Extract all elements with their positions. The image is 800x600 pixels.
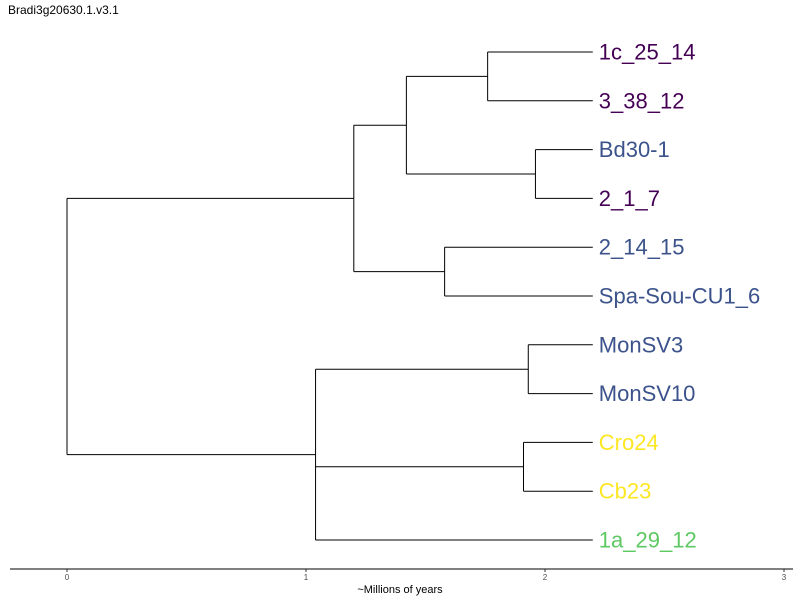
tip-label: Spa-Sou-CU1_6 <box>599 284 760 309</box>
x-axis-ticks: 0 1 2 3 <box>65 569 787 582</box>
tip-label: Cro24 <box>599 430 659 455</box>
tip-label: 2_1_7 <box>599 186 660 211</box>
tip-label: MonSV10 <box>599 381 696 406</box>
tip-labels: 1c_25_14 3_38_12 Bd30-1 2_1_7 2_14_15 Spa-Sou… <box>599 40 760 553</box>
tip-label: 3_38_12 <box>599 88 685 113</box>
tip-label: 1a_29_12 <box>599 528 697 553</box>
x-tick-label: 1 <box>304 573 309 582</box>
x-tick-label: 2 <box>543 573 548 582</box>
tip-label: 1c_25_14 <box>599 40 696 65</box>
tip-label: 2_14_15 <box>599 235 685 260</box>
x-axis-title: ~Millions of years <box>357 584 443 596</box>
tree-branches <box>66 51 593 541</box>
chart-title: Bradi3g20630.1.v3.1 <box>8 3 119 17</box>
x-tick-label: 3 <box>782 573 787 582</box>
x-tick-label: 0 <box>65 573 70 582</box>
tip-label: Cb23 <box>599 479 652 504</box>
x-axis: 0 1 2 3 ~Millions of years <box>10 568 793 596</box>
tip-label: MonSV3 <box>599 332 683 357</box>
tip-label: Bd30-1 <box>599 137 670 162</box>
